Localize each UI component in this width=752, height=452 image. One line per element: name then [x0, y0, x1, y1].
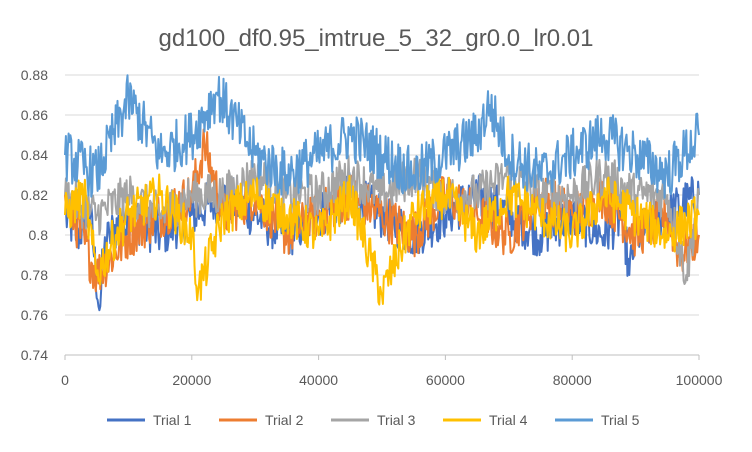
series-line-5 [64, 74, 700, 199]
y-tick-label: 0.84 [21, 147, 48, 163]
x-tick-label: 0 [61, 372, 69, 388]
legend-item-trial-3: Trial 3 [331, 412, 416, 428]
legend-label: Trial 1 [153, 412, 192, 428]
y-tick-label: 0.8 [29, 227, 49, 243]
chart-title: gd100_df0.95_imtrue_5_32_gr0.0_lr0.01 [158, 25, 593, 52]
legend-label: Trial 3 [377, 412, 416, 428]
y-tick-label: 0.74 [21, 347, 48, 363]
y-tick-label: 0.86 [21, 107, 48, 123]
x-tick-label: 20000 [172, 372, 211, 388]
x-tick-label: 60000 [426, 372, 465, 388]
legend-item-trial-4: Trial 4 [443, 412, 528, 428]
x-tick-label: 80000 [553, 372, 592, 388]
y-tick-label: 0.78 [21, 267, 48, 283]
legend-label: Trial 5 [601, 412, 640, 428]
x-axis-ticks: 0 20000 40000 60000 80000 100000 [61, 372, 722, 388]
x-tick-label: 40000 [299, 372, 338, 388]
legend-item-trial-5: Trial 5 [555, 412, 640, 428]
series-line-4 [64, 173, 700, 306]
legend-label: Trial 4 [489, 412, 528, 428]
legend-item-trial-2: Trial 2 [219, 412, 304, 428]
axes [64, 354, 700, 360]
y-tick-label: 0.88 [21, 67, 48, 83]
x-tick-label: 100000 [676, 372, 723, 388]
legend-label: Trial 2 [265, 412, 304, 428]
legend: Trial 1 Trial 2 Trial 3 Trial 4 Trial 5 [107, 412, 640, 428]
series-group [64, 74, 700, 312]
y-tick-label: 0.76 [21, 307, 48, 323]
y-tick-label: 0.82 [21, 187, 48, 203]
series-line-3 [64, 155, 700, 285]
y-axis-ticks: 0.74 0.76 0.78 0.8 0.82 0.84 0.86 0.88 [21, 67, 48, 363]
legend-item-trial-1: Trial 1 [107, 412, 192, 428]
